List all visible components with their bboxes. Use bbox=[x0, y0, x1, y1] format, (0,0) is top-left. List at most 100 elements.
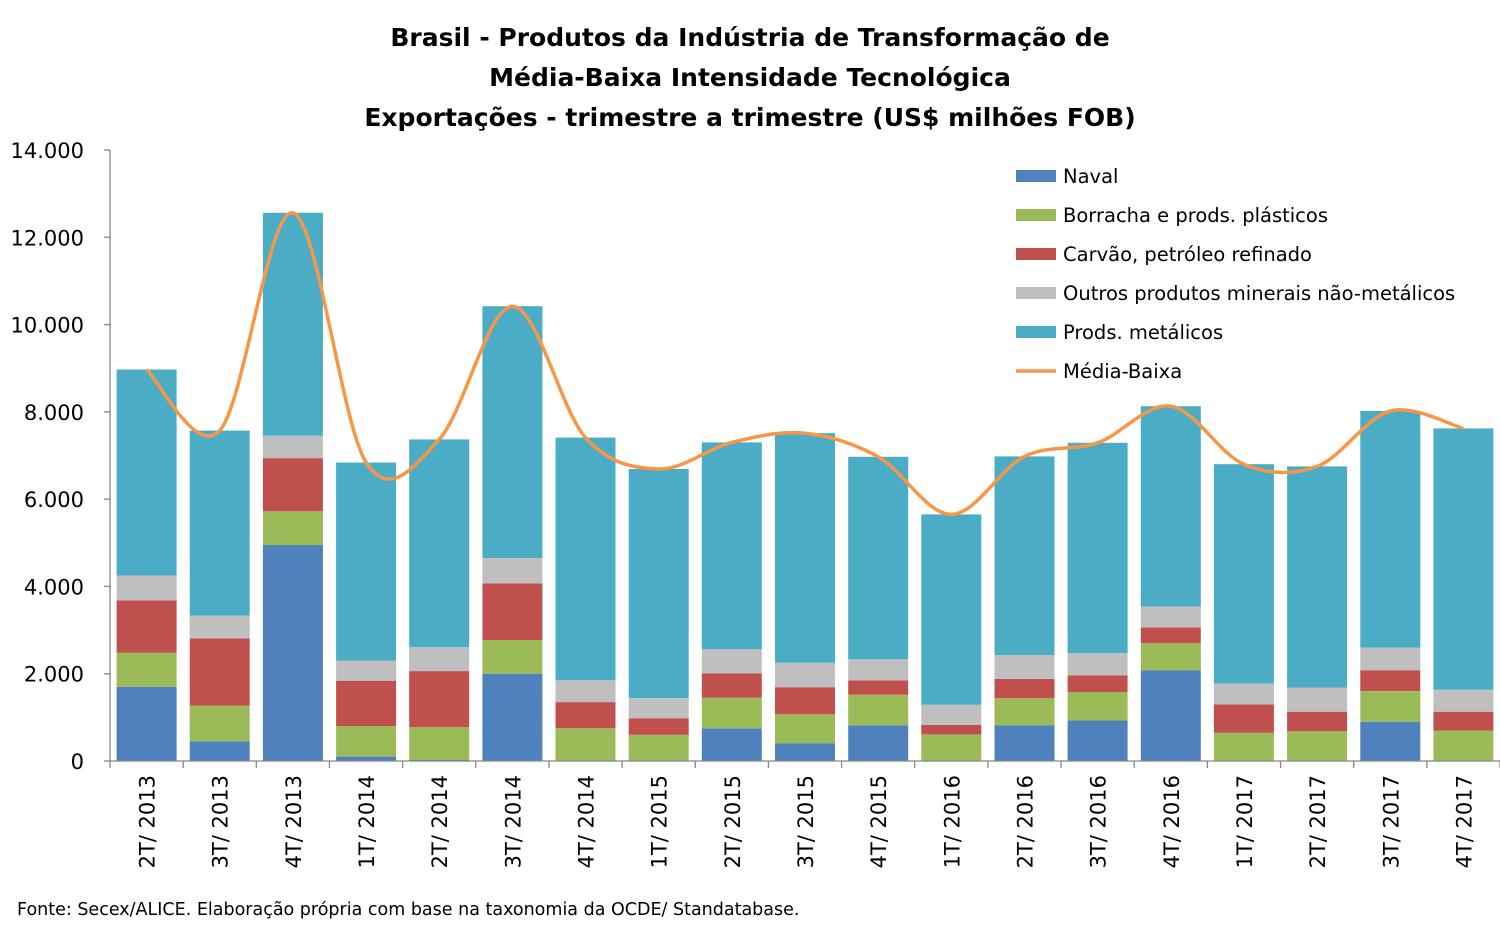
bar-segment-s2-c7 bbox=[628, 718, 689, 735]
bar-segment-s2-c18 bbox=[1433, 711, 1494, 731]
bars-layer bbox=[116, 212, 1494, 761]
legend-swatch-4 bbox=[1016, 326, 1056, 338]
x-tick-label-2: 4T/ 2013 bbox=[282, 775, 306, 868]
x-tick-label-3: 1T/ 2014 bbox=[355, 775, 379, 868]
bar-segment-s4-c7 bbox=[628, 469, 689, 699]
bar-segment-s2-c17 bbox=[1360, 670, 1421, 692]
bar-segment-s3-c2 bbox=[262, 435, 323, 459]
x-tick-label-18: 4T/ 2017 bbox=[1452, 775, 1476, 868]
bar-segment-s2-c16 bbox=[1287, 711, 1348, 732]
x-tick-label-14: 4T/ 2016 bbox=[1160, 775, 1184, 868]
bar-segment-s4-c14 bbox=[1140, 406, 1201, 607]
x-tick-label-0: 2T/ 2013 bbox=[136, 775, 160, 868]
bar-segment-s3-c9 bbox=[775, 662, 835, 688]
x-tick-label-16: 2T/ 2017 bbox=[1306, 775, 1330, 868]
bar-segment-s1-c6 bbox=[555, 728, 616, 761]
bar-segment-s0-c5 bbox=[482, 673, 543, 761]
legend-swatch-2 bbox=[1016, 248, 1056, 260]
bar-segment-s1-c16 bbox=[1287, 731, 1348, 761]
bar-segment-s3-c11 bbox=[921, 704, 982, 725]
x-tick-label-1: 3T/ 2013 bbox=[209, 775, 233, 868]
bar-segment-s1-c10 bbox=[848, 694, 909, 726]
bar-segment-s3-c8 bbox=[701, 649, 762, 674]
bar-segment-s2-c11 bbox=[921, 724, 982, 735]
bar-segment-s4-c6 bbox=[555, 437, 616, 681]
bar-segment-s2-c12 bbox=[994, 679, 1055, 699]
bar-segment-s3-c6 bbox=[555, 680, 616, 703]
chart-title-line-2: Média-Baixa Intensidade Tecnológica bbox=[489, 63, 1011, 92]
bar-segment-s0-c12 bbox=[994, 725, 1055, 761]
bar-segment-s3-c18 bbox=[1433, 689, 1494, 712]
bar-segment-s2-c14 bbox=[1140, 627, 1201, 644]
bar-segment-s0-c2 bbox=[262, 545, 323, 761]
bar-segment-s3-c13 bbox=[1067, 653, 1128, 676]
bar-segment-s1-c17 bbox=[1360, 691, 1421, 722]
bar-segment-s4-c10 bbox=[848, 456, 909, 660]
bar-segment-s1-c7 bbox=[628, 734, 689, 761]
line-layer bbox=[145, 211, 1464, 517]
y-tick-label-3: 6.000 bbox=[24, 488, 84, 512]
bar-segment-s3-c0 bbox=[116, 575, 177, 601]
bar-segment-s1-c2 bbox=[262, 511, 323, 545]
bar-segment-s2-c13 bbox=[1067, 675, 1128, 693]
bar-segment-s2-c4 bbox=[409, 671, 470, 727]
bar-segment-s4-c8 bbox=[701, 442, 762, 650]
legend-swatch-0 bbox=[1016, 170, 1056, 182]
bar-segment-s1-c18 bbox=[1433, 730, 1494, 761]
bar-segment-s2-c6 bbox=[555, 702, 616, 729]
bar-segment-s1-c4 bbox=[409, 727, 470, 760]
x-tick-label-15: 1T/ 2017 bbox=[1233, 775, 1257, 868]
bar-segment-s0-c0 bbox=[116, 686, 177, 761]
bar-segment-s2-c5 bbox=[482, 583, 543, 641]
chart-title-line-3: Exportações - trimestre a trimestre (US$… bbox=[364, 103, 1136, 132]
bar-segment-s2-c10 bbox=[848, 680, 909, 695]
bar-segment-s3-c17 bbox=[1360, 647, 1421, 671]
source-note: Fonte: Secex/ALICE. Elaboração própria c… bbox=[17, 900, 800, 920]
bar-segment-s1-c12 bbox=[994, 698, 1055, 726]
bar-segment-s4-c0 bbox=[116, 369, 177, 576]
legend-label-3: Outros produtos minerais não-metálicos bbox=[1063, 282, 1455, 305]
bar-segment-s4-c3 bbox=[336, 462, 397, 661]
y-tick-label-4: 8.000 bbox=[24, 401, 84, 425]
bar-segment-s0-c3 bbox=[336, 756, 397, 761]
bar-segment-s2-c1 bbox=[189, 638, 250, 706]
bar-segment-s0-c9 bbox=[775, 743, 835, 761]
bar-segment-s1-c15 bbox=[1213, 732, 1274, 761]
legend-label-2: Carvão, petróleo refinado bbox=[1063, 243, 1312, 266]
bar-segment-s0-c17 bbox=[1360, 721, 1421, 761]
bar-segment-s4-c12 bbox=[994, 456, 1055, 655]
x-tick-label-12: 2T/ 2016 bbox=[1013, 775, 1037, 868]
bar-segment-s4-c17 bbox=[1360, 411, 1421, 648]
y-tick-label-5: 10.000 bbox=[11, 314, 84, 338]
bar-segment-s2-c3 bbox=[336, 680, 397, 727]
bar-segment-s3-c5 bbox=[482, 558, 543, 584]
legend-label-4: Prods. metálicos bbox=[1063, 321, 1223, 344]
bar-segment-s4-c4 bbox=[409, 439, 470, 648]
legend-swatch-3 bbox=[1016, 287, 1056, 299]
x-tick-label-17: 3T/ 2017 bbox=[1379, 775, 1403, 868]
bar-segment-s1-c5 bbox=[482, 640, 543, 674]
bar-segment-s4-c9 bbox=[775, 433, 835, 663]
x-tick-label-4: 2T/ 2014 bbox=[428, 775, 452, 868]
legend-label-1: Borracha e prods. plásticos bbox=[1063, 204, 1328, 227]
bar-segment-s2-c9 bbox=[775, 687, 835, 715]
x-tick-label-6: 4T/ 2014 bbox=[575, 775, 599, 868]
y-tick-label-1: 2.000 bbox=[24, 663, 84, 687]
bar-segment-s4-c16 bbox=[1287, 466, 1348, 688]
bar-segment-s0-c1 bbox=[189, 741, 250, 761]
x-tick-label-10: 4T/ 2015 bbox=[867, 775, 891, 868]
bar-segment-s0-c14 bbox=[1140, 670, 1201, 761]
bar-segment-s3-c15 bbox=[1213, 683, 1274, 705]
bar-segment-s1-c3 bbox=[336, 726, 397, 757]
bar-segment-s3-c10 bbox=[848, 659, 909, 681]
bar-segment-s1-c9 bbox=[775, 714, 835, 744]
bar-segment-s0-c13 bbox=[1067, 720, 1128, 761]
x-tick-label-13: 3T/ 2016 bbox=[1087, 775, 1111, 868]
stacked-bar-chart: 0 2.000 4.000 6.000 8.000 10.000 12.000 14.000 2… bbox=[11, 139, 1500, 868]
y-tick-label-6: 12.000 bbox=[11, 226, 84, 250]
bar-segment-s3-c7 bbox=[628, 698, 689, 719]
bar-segment-s4-c5 bbox=[482, 306, 543, 558]
bar-segment-s1-c11 bbox=[921, 734, 982, 761]
legend-label-0: Naval bbox=[1063, 165, 1118, 188]
bar-segment-s3-c3 bbox=[336, 660, 397, 681]
